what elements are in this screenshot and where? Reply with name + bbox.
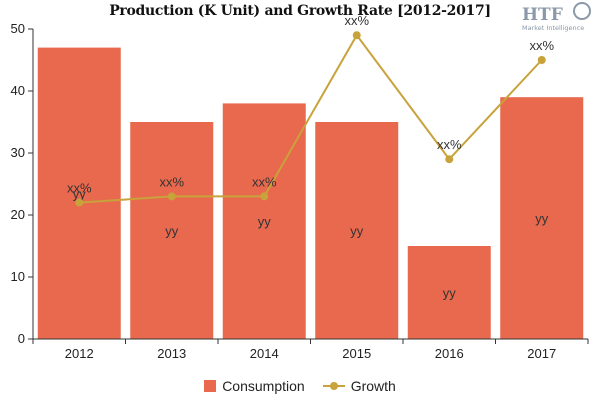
legend-item-growth[interactable]: Growth [322, 378, 396, 394]
bar-2013[interactable] [130, 122, 214, 339]
y-tick-label: 30 [11, 145, 25, 160]
y-axis-ticks: 0 10 20 30 40 50 [11, 21, 33, 346]
growth-data-label-2015: xx% [344, 13, 369, 28]
legend-label-growth: Growth [350, 378, 396, 394]
growth-data-label-2014: xx% [252, 174, 277, 189]
growth-data-labels: xx% xx% xx% xx% xx% xx% [67, 13, 555, 195]
consumption-bars [37, 47, 584, 340]
growth-point-2017[interactable] [537, 56, 546, 64]
x-tick-label-2016: 2016 [435, 346, 464, 361]
y-tick-label: 50 [11, 21, 25, 36]
bar-data-label-2016: yy [443, 286, 457, 301]
x-tick-label-2013: 2013 [157, 346, 186, 361]
growth-line [79, 33, 543, 204]
x-tick-label-2014: 2014 [250, 346, 279, 361]
bar-2014[interactable] [222, 103, 306, 340]
logo-tagline: Market Intelligence [522, 24, 584, 32]
y-tick-label: 0 [18, 331, 25, 346]
legend-swatch-consumption [204, 380, 217, 392]
bar-data-label-2014: yy [258, 214, 272, 229]
logo-mark: HTF [522, 5, 563, 25]
bar-2012[interactable] [37, 47, 121, 339]
logo-graphic: HTF Market Intelligence [522, 2, 591, 32]
growth-point-2012[interactable] [75, 198, 84, 207]
legend-item-consumption[interactable]: Consumption [204, 378, 305, 394]
legend-swatch-growth [322, 380, 345, 392]
growth-data-label-2016: xx% [437, 137, 462, 152]
growth-point-2013[interactable] [167, 192, 176, 201]
consumption-data-labels: yy yy yy yy yy yy [73, 186, 549, 300]
x-tick-label-2012: 2012 [65, 346, 94, 361]
x-tick-label-2015: 2015 [342, 346, 371, 361]
x-axis-ticks: 2012 2013 2014 2015 2016 2017 [32, 339, 589, 361]
htf-logo: HTF Market Intelligence [520, 0, 600, 34]
globe-icon [573, 2, 591, 20]
y-tick-label: 20 [11, 207, 25, 222]
growth-point-2014[interactable] [260, 192, 269, 201]
growth-data-label-2012: xx% [67, 181, 92, 196]
y-tick-label: 10 [11, 269, 25, 284]
growth-data-label-2013: xx% [159, 174, 184, 189]
bar-data-label-2013: yy [165, 224, 179, 239]
legend-label-consumption: Consumption [222, 378, 305, 394]
growth-series [75, 31, 546, 207]
bar-data-label-2015: yy [350, 224, 364, 239]
growth-data-label-2017: xx% [529, 38, 554, 53]
y-tick-label: 40 [11, 83, 25, 98]
x-tick-label-2017: 2017 [527, 346, 556, 361]
bar-2016[interactable] [407, 246, 491, 339]
bar-2017[interactable] [500, 97, 584, 339]
growth-point-2016[interactable] [445, 155, 454, 164]
legend: Consumption Growth [0, 378, 600, 394]
bar-data-label-2017: yy [535, 211, 549, 226]
bar-2015[interactable] [315, 122, 399, 339]
bar-data-label-2012: yy [73, 186, 87, 201]
chart-title: Production (K Unit) and Growth Rate [201… [109, 3, 491, 19]
growth-point-2015[interactable] [352, 31, 361, 40]
